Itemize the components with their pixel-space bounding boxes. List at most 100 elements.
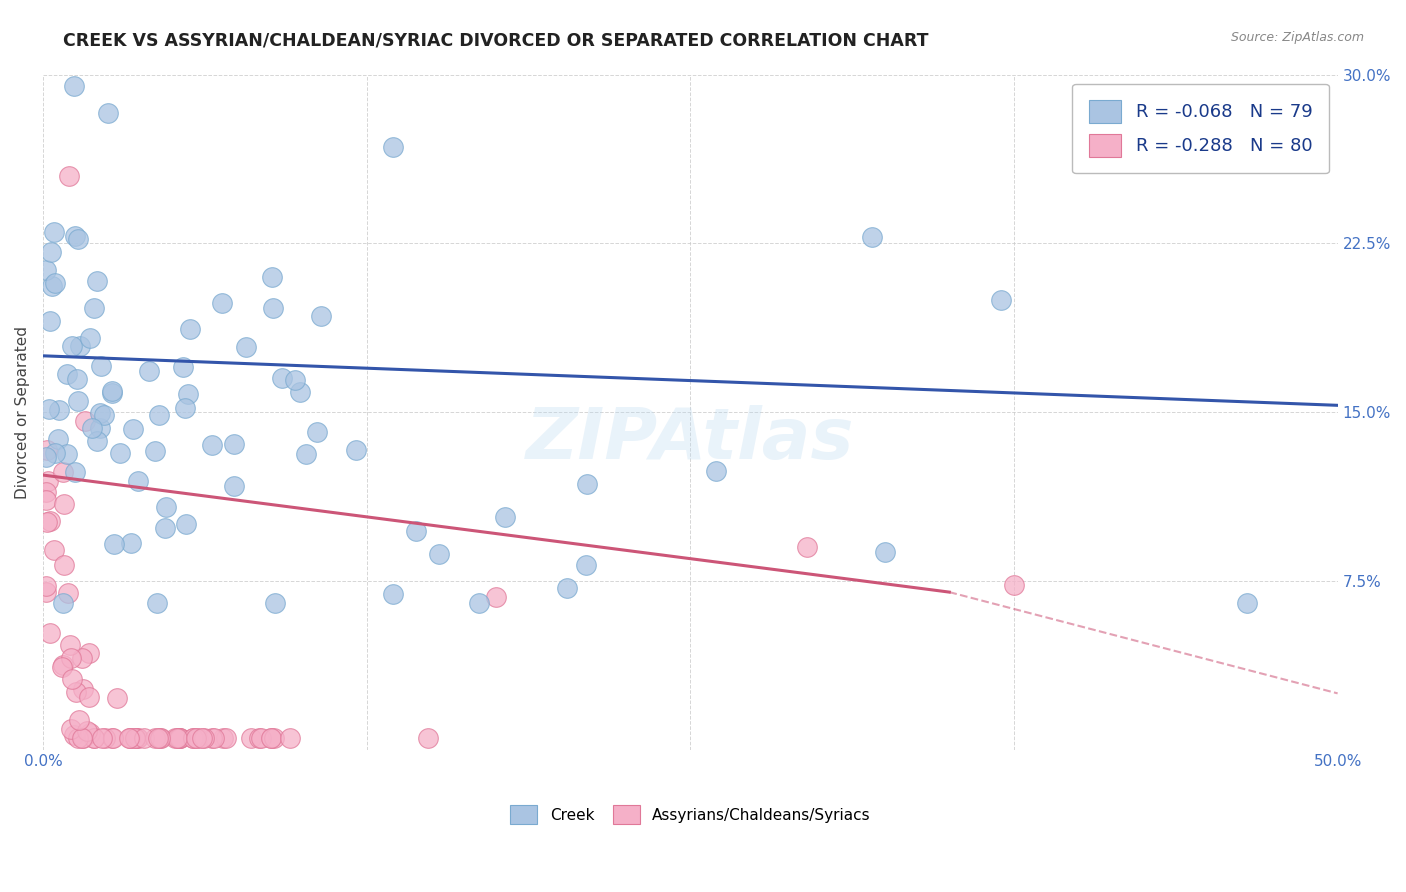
Point: [706, 464, 728, 478]
Point: [93, 409, 115, 423]
Point: [124, 731, 146, 746]
Point: [427, 547, 450, 561]
Point: [35, 443, 58, 458]
Point: [100, 385, 122, 400]
Point: [149, 731, 172, 746]
Point: [201, 731, 224, 746]
Legend: Creek, Assyrians/Chaldeans/Syriacs: Creek, Assyrians/Chaldeans/Syriacs: [502, 797, 879, 831]
Point: [169, 731, 191, 746]
Point: [294, 447, 316, 461]
Point: [260, 731, 283, 746]
Point: [103, 537, 125, 551]
Point: [146, 596, 169, 610]
Point: [212, 731, 235, 746]
Point: [62, 728, 84, 742]
Point: [155, 500, 177, 514]
Point: [79, 726, 101, 740]
Point: [148, 408, 170, 422]
Point: [177, 386, 200, 401]
Point: [860, 229, 883, 244]
Point: [416, 731, 439, 746]
Text: ZIPAtlas: ZIPAtlas: [526, 405, 855, 474]
Point: [72, 731, 94, 746]
Point: [309, 309, 332, 323]
Point: [35, 450, 58, 465]
Point: [72, 682, 94, 697]
Text: Source: ZipAtlas.com: Source: ZipAtlas.com: [1230, 31, 1364, 45]
Point: [134, 731, 156, 746]
Point: [39, 625, 62, 640]
Point: [796, 540, 818, 554]
Point: [1002, 578, 1025, 592]
Point: [555, 581, 578, 595]
Point: [143, 444, 166, 458]
Point: [179, 322, 201, 336]
Point: [86, 274, 108, 288]
Point: [103, 731, 125, 746]
Point: [67, 731, 90, 746]
Point: [138, 363, 160, 377]
Point: [76, 723, 98, 738]
Point: [38, 402, 60, 417]
Text: CREEK VS ASSYRIAN/CHALDEAN/SYRIAC DIVORCED OR SEPARATED CORRELATION CHART: CREEK VS ASSYRIAN/CHALDEAN/SYRIAC DIVORC…: [63, 31, 929, 49]
Point: [169, 731, 191, 746]
Point: [72, 651, 94, 665]
Point: [260, 731, 283, 746]
Point: [91, 731, 114, 746]
Point: [167, 731, 190, 746]
Point: [86, 434, 108, 448]
Point: [58, 169, 80, 183]
Point: [165, 731, 187, 746]
Point: [101, 731, 124, 746]
Point: [344, 443, 367, 458]
Point: [181, 731, 204, 746]
Point: [174, 516, 197, 531]
Point: [66, 394, 89, 409]
Point: [122, 422, 145, 436]
Point: [201, 438, 224, 452]
Point: [575, 558, 598, 573]
Point: [48, 403, 70, 417]
Point: [181, 731, 204, 746]
Point: [146, 731, 169, 746]
Point: [69, 339, 91, 353]
Point: [82, 420, 104, 434]
Point: [58, 586, 80, 600]
Point: [127, 475, 149, 489]
Point: [873, 544, 896, 558]
Point: [193, 731, 215, 746]
Point: [60, 672, 83, 686]
Point: [77, 690, 100, 705]
Point: [382, 587, 405, 601]
Point: [271, 371, 294, 385]
Point: [35, 484, 58, 499]
Point: [52, 465, 75, 479]
Point: [250, 731, 273, 746]
Point: [41, 279, 63, 293]
Point: [187, 731, 209, 746]
Point: [67, 713, 90, 727]
Point: [186, 731, 208, 746]
Point: [94, 731, 117, 746]
Point: [222, 479, 245, 493]
Point: [63, 229, 86, 244]
Point: [66, 372, 89, 386]
Point: [89, 421, 111, 435]
Point: [173, 401, 195, 415]
Point: [468, 596, 491, 610]
Point: [77, 646, 100, 660]
Point: [35, 579, 58, 593]
Point: [149, 731, 172, 746]
Point: [44, 276, 66, 290]
Point: [405, 524, 427, 539]
Point: [56, 447, 79, 461]
Point: [44, 445, 66, 459]
Point: [264, 596, 287, 610]
Point: [60, 339, 83, 353]
Point: [52, 558, 75, 572]
Point: [39, 245, 62, 260]
Point: [39, 514, 62, 528]
Point: [89, 407, 111, 421]
Point: [42, 542, 65, 557]
Point: [494, 509, 516, 524]
